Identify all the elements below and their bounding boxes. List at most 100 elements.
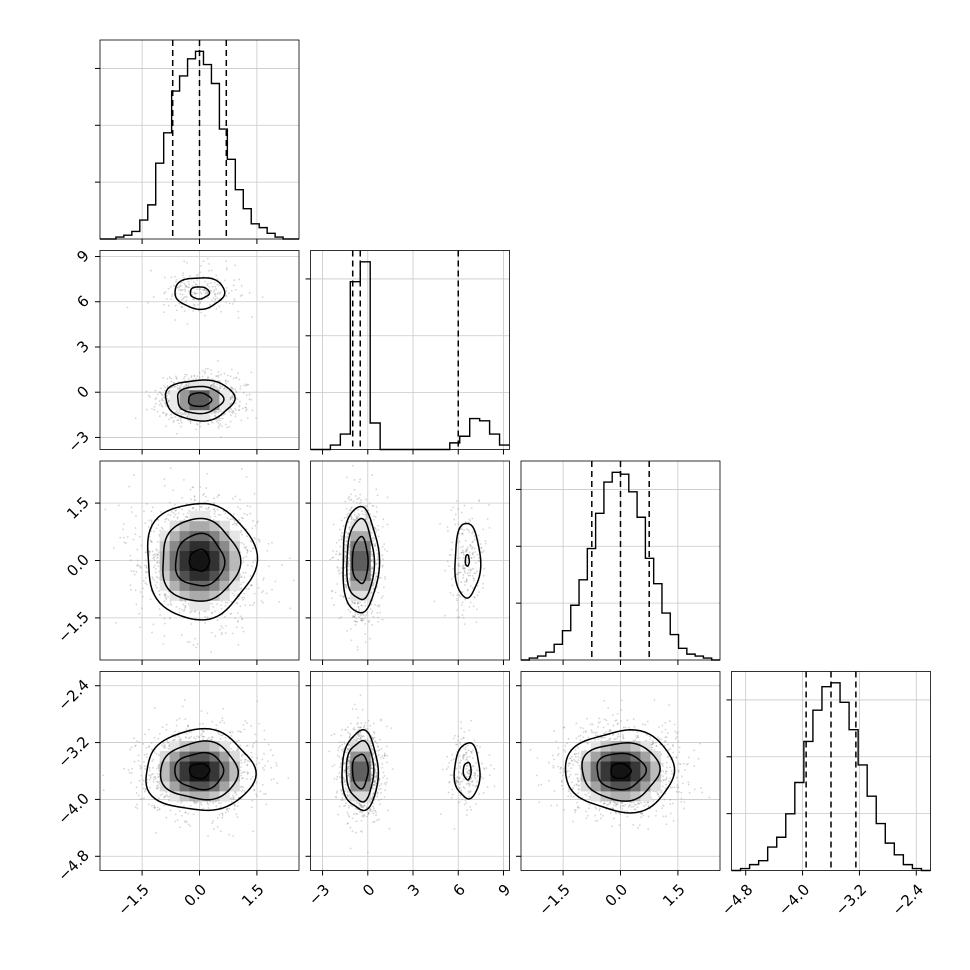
scatter-point [212, 820, 214, 822]
scatter-point [346, 629, 348, 632]
scatter-point [237, 597, 240, 600]
scatter-point [193, 495, 196, 497]
scatter-point [207, 506, 210, 509]
density-cell [209, 560, 220, 571]
scatter-point [250, 725, 253, 728]
scatter-point [243, 592, 246, 595]
scatter-point [374, 603, 376, 606]
scatter-point [178, 810, 181, 813]
scatter-point [458, 540, 461, 543]
scatter-point [180, 386, 182, 389]
scatter-point [458, 563, 460, 566]
scatter-point [193, 292, 196, 295]
scatter-point [439, 522, 441, 525]
scatter-point [233, 594, 236, 597]
scatter-point [234, 415, 237, 418]
scatter-point [149, 775, 152, 777]
scatter-point [386, 496, 389, 499]
scatter-point [473, 579, 475, 582]
scatter-point [138, 535, 141, 538]
scatter-point [456, 599, 459, 602]
scatter-point [165, 414, 168, 417]
scatter-point [228, 292, 230, 295]
density-cell [179, 389, 191, 401]
scatter-point [217, 427, 220, 429]
scatter-point [364, 511, 367, 514]
scatter-point [184, 286, 187, 288]
scatter-point [189, 611, 192, 614]
scatter-point [482, 549, 485, 552]
scatter-point [167, 748, 170, 750]
scatter-point [446, 526, 449, 528]
scatter-point [215, 274, 218, 277]
scatter-point [164, 595, 167, 598]
scatter-point [192, 486, 195, 489]
scatter-point [455, 573, 458, 576]
scatter-point [450, 577, 453, 580]
scatter-point [179, 417, 182, 420]
scatter-point [466, 589, 469, 592]
scatter-point [250, 751, 253, 754]
scatter-point [208, 736, 210, 739]
scatter-point [218, 284, 221, 287]
scatter-point [367, 509, 370, 512]
scatter-point [199, 421, 202, 424]
scatter-point [361, 619, 363, 622]
scatter-point [331, 597, 333, 600]
scatter-point [478, 560, 481, 562]
scatter-point [183, 518, 186, 521]
scatter-point [255, 417, 257, 420]
scatter-point [178, 412, 180, 415]
scatter-point [333, 603, 336, 606]
scatter-point [365, 498, 368, 501]
scatter-point [158, 593, 161, 596]
scatter-point [459, 595, 462, 598]
scatter-point [225, 809, 228, 811]
scatter-point [196, 274, 198, 277]
scatter-point [144, 787, 147, 790]
scatter-point [350, 498, 353, 501]
scatter-point [364, 601, 366, 604]
scatter-point [145, 502, 148, 505]
scatter-point [347, 521, 350, 524]
scatter-point [151, 541, 153, 544]
density-cell [179, 570, 191, 581]
scatter-point [130, 746, 133, 749]
scatter-point [195, 646, 197, 649]
scatter-point [369, 608, 372, 611]
scatter-point [230, 386, 233, 389]
scatter-point [377, 591, 380, 594]
scatter-point [224, 379, 227, 382]
scatter-point [344, 574, 346, 577]
scatter-point [229, 396, 232, 399]
scatter-point [348, 546, 351, 549]
scatter-point [236, 398, 239, 401]
scatter-point [205, 292, 207, 295]
scatter-point [246, 535, 249, 538]
scatter-point [251, 527, 254, 530]
scatter-point [184, 606, 187, 609]
scatter-point [444, 569, 446, 572]
scatter-point [269, 748, 272, 751]
scatter-point [219, 423, 222, 426]
scatter-point [243, 546, 246, 549]
scatter-point [170, 413, 173, 416]
scatter-point [231, 368, 233, 371]
scatter-point [246, 417, 249, 420]
scatter-point [216, 386, 219, 389]
scatter-point [246, 771, 249, 773]
scatter-point [278, 601, 280, 603]
scatter-point [364, 622, 367, 625]
scatter-point [234, 402, 237, 405]
scatter-point [189, 422, 192, 425]
scatter-point [365, 513, 368, 516]
scatter-point [246, 549, 249, 552]
scatter-point [476, 594, 479, 597]
scatter-point [253, 492, 256, 495]
scatter-point [163, 478, 166, 481]
scatter-point [351, 601, 354, 604]
scatter-point [355, 516, 358, 519]
scatter-point [265, 592, 268, 595]
scatter-point [352, 464, 354, 467]
scatter-point [461, 566, 464, 568]
